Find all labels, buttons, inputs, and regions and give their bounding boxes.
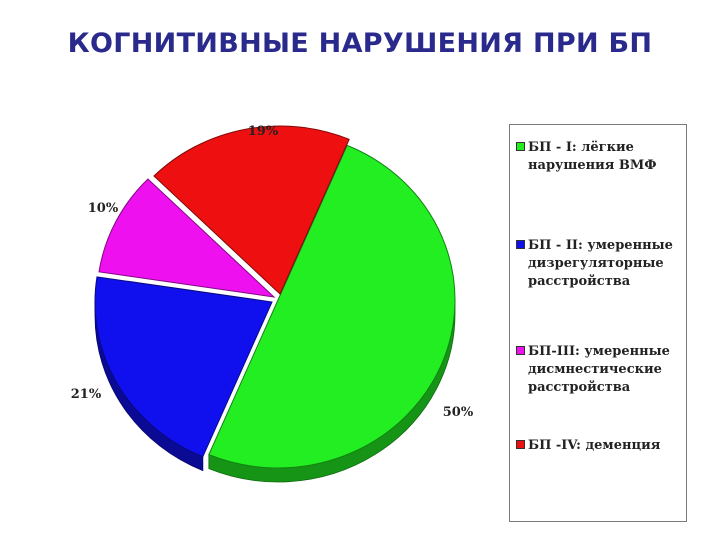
pie-label-bp3: 10%: [88, 201, 119, 216]
pie-slice-bp2: [94, 276, 273, 458]
pie-slice-bp3: [98, 178, 276, 298]
page-title: КОГНИТИВНЫЕ НАРУШЕНИЯ ПРИ БП: [67, 28, 653, 59]
pie-label-bp2: 21%: [71, 387, 102, 402]
legend-swatch-bp1: [516, 142, 525, 151]
pie-slice-bp1: [208, 144, 456, 469]
legend-label-bp1: БП - I: лёгкие нарушения ВМФ: [528, 140, 657, 173]
pie-label-bp1: 50%: [443, 405, 474, 420]
legend-swatch-bp3: [516, 346, 525, 355]
legend-swatch-bp4: [516, 440, 525, 449]
legend-label-bp3: БП-III: умеренные дисмнестические расстр…: [528, 344, 670, 395]
chart-legend: БП - I: лёгкие нарушения ВМФ БП - II: ум…: [509, 124, 687, 522]
legend-label-bp2: БП - II: умеренные дизрегуляторные расст…: [528, 238, 673, 289]
legend-label-bp4: БП -IV: деменция: [528, 438, 661, 453]
legend-swatch-bp2: [516, 240, 525, 249]
pie-slice-bp4: [153, 125, 350, 295]
pie-label-bp4: 19%: [248, 124, 279, 139]
